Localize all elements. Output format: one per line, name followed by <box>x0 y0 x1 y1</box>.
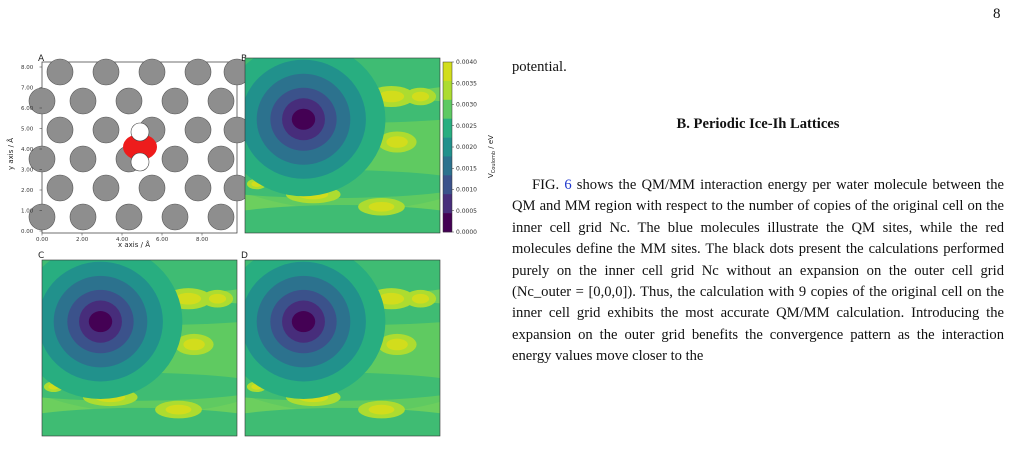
lattice-atom <box>115 87 143 115</box>
y-tick-label: 5.00 <box>21 127 34 133</box>
figure-reference-link[interactable]: 6 <box>564 177 572 193</box>
x-tick-label: 2.00 <box>76 237 89 243</box>
colorbar-tick-label: 0.0005 <box>456 208 477 215</box>
page-number: 8 <box>993 6 1001 22</box>
lattice-atom <box>184 116 212 144</box>
panel-c-letter: C <box>38 251 44 261</box>
lattice-atom <box>138 58 166 86</box>
lattice-atom <box>69 87 97 115</box>
colorbar: 0.0040 0.0035 0.0030 0.0025 0.0020 0.0015 0.00… <box>442 59 497 236</box>
lattice-atom <box>207 145 235 173</box>
qm-water-molecule <box>123 122 157 172</box>
lattice-atom <box>138 174 166 202</box>
x-tick-label: 0.00 <box>36 237 49 243</box>
y-tick-label: 8.00 <box>21 65 34 71</box>
panel-b-contour <box>245 58 440 233</box>
colorbar-bands <box>443 62 452 233</box>
lattice-atom <box>161 203 189 231</box>
lattice-atom <box>46 58 74 86</box>
colorbar-tick-label: 0.0015 <box>456 165 477 172</box>
paragraph-body: shows the QM/MM interaction energy per w… <box>512 177 1004 365</box>
lattice-atom <box>28 203 56 231</box>
colorbar-tick-label: 0.0000 <box>456 229 477 236</box>
lattice-atom <box>69 145 97 173</box>
lattice-atom <box>207 203 235 231</box>
x-tick-label: 8.00 <box>196 237 209 243</box>
y-tick-label: 1.00 <box>21 209 34 215</box>
lattice-atom <box>46 116 74 144</box>
panel-a-ticks: 0.00 2.00 4.00 6.00 8.00 0.00 1.00 2.00 3.00 4.00… <box>21 65 209 243</box>
paragraph-continuation: potential. <box>512 59 567 75</box>
x-tick-label: 4.00 <box>116 237 129 243</box>
lattice-atom <box>115 203 143 231</box>
lattice-atom <box>184 58 212 86</box>
colorbar-ticks: 0.0040 0.0035 0.0030 0.0025 0.0020 0.0015 0.00… <box>452 59 477 236</box>
y-tick-label: 3.00 <box>21 168 34 174</box>
lattice-atom <box>28 87 56 115</box>
fig-word: FIG. <box>532 177 560 193</box>
lattice-atom <box>92 116 120 144</box>
colorbar-label: VCoulomb / eV <box>487 135 497 178</box>
x-axis-label: x axis / Å <box>118 240 150 249</box>
panel-a: A 0.00 2.00 4.00 6.00 8.00 0.00 1.00 2.00 3.00 4.… <box>6 54 251 249</box>
hydrogen-atom-bottom <box>130 152 150 172</box>
lattice-atom <box>92 174 120 202</box>
lattice-atom <box>184 174 212 202</box>
section-heading: B. Periodic Ice-Ih Lattices <box>676 116 840 132</box>
lattice-atom <box>69 203 97 231</box>
colorbar-tick-label: 0.0040 <box>456 59 477 66</box>
lattice-atom <box>28 145 56 173</box>
colorbar-tick-label: 0.0025 <box>456 123 477 130</box>
colorbar-tick-label: 0.0030 <box>456 102 477 109</box>
panel-d: D <box>241 251 441 437</box>
lattice-atom <box>92 58 120 86</box>
y-tick-label: 2.00 <box>21 188 34 194</box>
y-tick-label: 7.00 <box>21 86 34 92</box>
oxygen-atom <box>123 134 157 160</box>
colorbar-tick-label: 0.0035 <box>456 80 477 87</box>
panel-a-letter: A <box>38 54 45 64</box>
paragraph-fig6: FIG. 6 shows the QM/MM interaction energ… <box>512 175 1004 368</box>
hydrogen-atom-top <box>130 122 150 142</box>
panel-c-contour <box>42 260 237 436</box>
panel-b: B <box>241 54 441 234</box>
x-tick-label: 6.00 <box>156 237 169 243</box>
panel-a-lattice-atoms <box>28 58 251 231</box>
lattice-atom <box>161 87 189 115</box>
panel-c: C <box>38 251 238 437</box>
colorbar-tick-label: 0.0010 <box>456 187 477 194</box>
y-tick-label: 0.00 <box>21 229 34 235</box>
lattice-atom <box>161 145 189 173</box>
lattice-atom <box>207 87 235 115</box>
colorbar-tick-label: 0.0020 <box>456 144 477 151</box>
panel-d-letter: D <box>241 251 248 261</box>
y-axis-label: y axis / Å <box>6 138 15 170</box>
y-tick-label: 4.00 <box>21 147 34 153</box>
y-tick-label: 6.00 <box>21 106 34 112</box>
panel-b-letter: B <box>241 54 247 64</box>
panel-d-contour <box>245 260 440 436</box>
lattice-atom <box>46 174 74 202</box>
figure-6: A 0.00 2.00 4.00 6.00 8.00 0.00 1.00 2.00 3.00 4.… <box>6 54 497 437</box>
